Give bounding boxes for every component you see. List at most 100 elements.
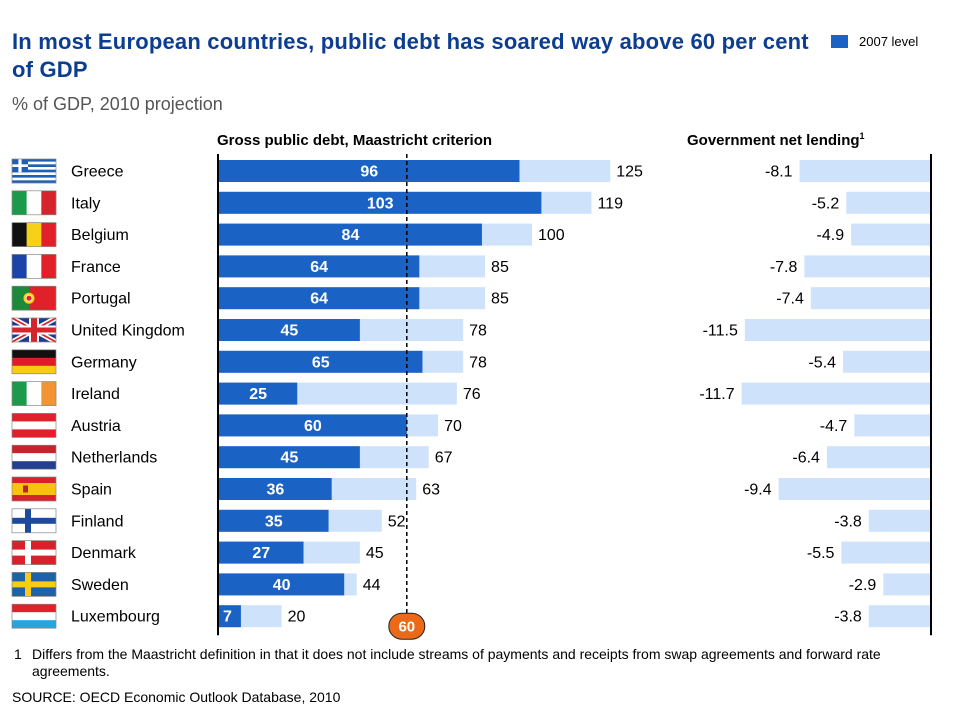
bar-2007-portugal — [219, 287, 420, 310]
united-kingdom-flag-icon — [10, 315, 58, 345]
flags-group — [10, 158, 58, 629]
netherlands-flag-icon — [11, 444, 57, 470]
lending-label-united-kingdom: -11.5 — [703, 323, 738, 340]
lending-label-belgium: -4.9 — [817, 227, 845, 244]
footnote: 1 Differs from the Maastricht definition… — [12, 646, 947, 680]
bar-2007-germany — [219, 350, 423, 373]
belgium-flag-icon — [11, 222, 57, 247]
label-2010-spain: 63 — [422, 482, 440, 499]
label-2007-denmark: 27 — [252, 545, 270, 562]
greece-flag-icon — [11, 158, 57, 184]
debt-panel-title: Gross public debt, Maastricht criterion — [217, 132, 492, 149]
country-label-luxembourg: Luxembourg — [71, 609, 160, 626]
lending-bar-belgium — [851, 223, 930, 246]
spain-flag-icon — [11, 476, 57, 502]
label-2007-united-kingdom: 45 — [281, 323, 299, 340]
country-label-united-kingdom: United Kingdom — [71, 323, 185, 340]
lending-bar-luxembourg — [868, 605, 930, 628]
label-2010-denmark: 45 — [366, 545, 384, 562]
lending-bar-italy — [846, 191, 930, 214]
country-label-netherlands: Netherlands — [71, 450, 157, 467]
label-2010-finland: 52 — [388, 513, 406, 530]
lending-label-netherlands: -6.4 — [792, 450, 820, 467]
bar-2007-denmark — [219, 541, 304, 564]
country-label-greece: Greece — [71, 164, 124, 181]
label-2007-portugal: 64 — [310, 291, 328, 308]
legend-label-2007: 2007 level — [859, 34, 919, 49]
portugal-flag-icon — [11, 285, 57, 311]
country-label-portugal: Portugal — [71, 291, 131, 308]
bar-2007-sweden — [219, 573, 345, 596]
country-label-spain: Spain — [71, 482, 112, 499]
finland-flag-icon — [11, 508, 57, 534]
country-label-belgium: Belgium — [71, 227, 129, 244]
italy-flag-icon — [11, 190, 57, 216]
lending-bar-austria — [854, 414, 930, 437]
bar-2007-italy — [219, 191, 542, 214]
chart-subtitle: % of GDP, 2010 projection — [12, 94, 223, 114]
bar-2007-france — [219, 255, 420, 278]
label-2007-belgium: 84 — [342, 227, 360, 244]
lending-label-germany: -5.4 — [808, 354, 836, 371]
country-label-france: France — [71, 259, 121, 276]
lending-label-spain: -9.4 — [744, 482, 772, 499]
label-2010-belgium: 100 — [538, 227, 565, 244]
label-2007-greece: 96 — [360, 164, 378, 181]
label-2010-netherlands: 67 — [435, 450, 453, 467]
label-2010-germany: 78 — [469, 354, 487, 371]
lending-bar-finland — [868, 509, 930, 532]
lending-label-austria: -4.7 — [820, 418, 848, 435]
lending-label-sweden: -2.9 — [849, 577, 877, 594]
label-2007-italy: 103 — [367, 195, 394, 212]
bar-2007-finland — [219, 509, 329, 532]
label-2010-portugal: 85 — [491, 291, 509, 308]
label-2007-ireland: 25 — [249, 386, 267, 403]
lending-label-denmark: -5.5 — [807, 545, 835, 562]
source-note: SOURCE: OECD Economic Outlook Database, … — [12, 689, 341, 705]
legend-swatch-2007 — [831, 35, 848, 48]
label-2007-netherlands: 45 — [281, 450, 299, 467]
label-2007-austria: 60 — [304, 418, 322, 435]
footnote-marker: 1 — [14, 646, 22, 662]
luxembourg-flag-icon — [11, 603, 57, 629]
lending-bars: -8.1 -5.2 -4.9 -7.8 -7.4 -11.5 -5.4 -11.7 -4.7-6… — [699, 160, 930, 628]
bar-2007-austria — [219, 414, 407, 437]
country-label-sweden: Sweden — [71, 577, 129, 594]
country-label-ireland: Ireland — [71, 386, 120, 403]
label-2010-ireland: 76 — [463, 386, 481, 403]
debt-bars: 96 125 103 119 84 100 64 85 64 85 45 78 65 78 25 76 60 70… — [219, 160, 643, 628]
label-2007-spain: 36 — [266, 482, 284, 499]
france-flag-icon — [11, 254, 57, 279]
denmark-flag-icon — [11, 540, 57, 565]
lending-label-portugal: -7.4 — [776, 291, 804, 308]
reference-marker-label: 60 — [398, 619, 415, 636]
reference-marker — [388, 612, 426, 640]
label-2010-united-kingdom: 78 — [469, 323, 487, 340]
label-2007-sweden: 40 — [273, 577, 291, 594]
chart-area: Gross public debt, Maastricht criterion … — [10, 131, 932, 640]
lending-bar-greece — [799, 160, 930, 182]
bar-2007-netherlands — [219, 446, 360, 469]
lending-bar-sweden — [883, 573, 930, 596]
country-labels: Greece Italy Belgium France Portugal United K… — [71, 164, 185, 626]
label-2007-germany: 65 — [312, 354, 330, 371]
label-2007-finland: 35 — [265, 513, 283, 530]
bar-2007-ireland — [219, 382, 298, 405]
lending-label-greece: -8.1 — [765, 164, 793, 181]
lending-bar-united-kingdom — [744, 319, 930, 341]
lending-label-france: -7.8 — [770, 259, 798, 276]
country-label-italy: Italy — [71, 195, 100, 212]
label-2010-luxembourg: 20 — [288, 609, 306, 626]
lending-bar-spain — [778, 478, 930, 500]
lending-bar-portugal — [810, 287, 930, 310]
label-2007-france: 64 — [310, 259, 328, 276]
chart-title: In most European countries, public debt … — [12, 29, 809, 82]
lending-bar-france — [804, 255, 930, 278]
bar-2007-spain — [219, 478, 332, 500]
sweden-flag-icon — [11, 572, 57, 597]
bar-2007-greece — [219, 160, 520, 182]
lending-bar-netherlands — [826, 446, 930, 469]
lending-panel-title: Government net lending1 — [687, 131, 865, 149]
label-2007-luxembourg: 7 — [223, 609, 232, 626]
footnote-text: Differs from the Maastricht definition i… — [32, 646, 881, 679]
